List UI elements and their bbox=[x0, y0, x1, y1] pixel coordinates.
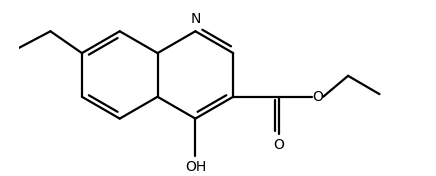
Text: O: O bbox=[312, 90, 323, 104]
Text: N: N bbox=[190, 12, 201, 26]
Text: OH: OH bbox=[185, 160, 206, 174]
Text: O: O bbox=[274, 138, 285, 152]
